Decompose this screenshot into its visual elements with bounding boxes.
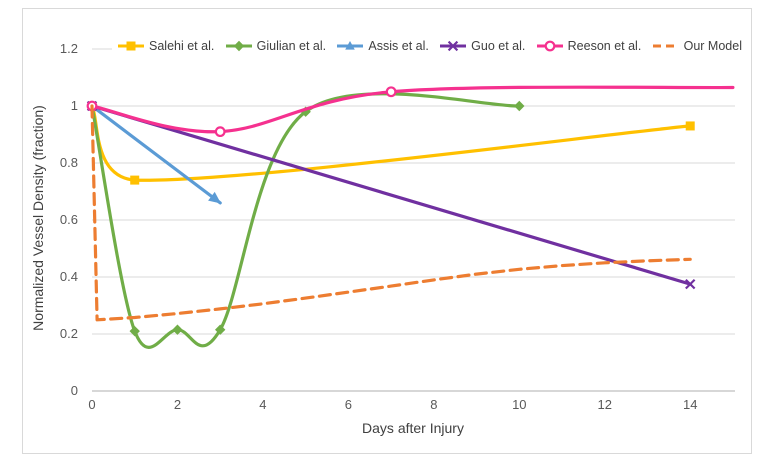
y-tick-label: 0.2 xyxy=(59,326,78,341)
legend-label: Assis et al. xyxy=(368,39,429,53)
legend-x-swatch xyxy=(440,40,467,52)
triangle-marker xyxy=(345,41,356,50)
x-tick-label: 0 xyxy=(88,397,96,412)
arrowhead-marker xyxy=(208,191,221,204)
y-tick-label: 0.4 xyxy=(59,269,78,284)
legend-label: Reeson et al. xyxy=(567,39,642,53)
x-tick-label: 12 xyxy=(597,397,612,412)
legend-item-salehi-et-al: Salehi et al. xyxy=(118,39,214,53)
legend-circle-open-swatch xyxy=(536,40,563,52)
legend-item-reeson-et-al: Reeson et al. xyxy=(536,39,642,53)
series-line-giulian-et-al xyxy=(90,92,521,349)
x-axis-title: Days after Injury xyxy=(362,420,464,436)
x-tick-label: 10 xyxy=(512,397,527,412)
legend-label: Guo et al. xyxy=(471,39,526,53)
y-tick-label: 0.6 xyxy=(59,212,78,227)
y-tick-label: 0.8 xyxy=(59,155,78,170)
diamond-marker xyxy=(214,324,226,335)
series-line-reeson-et-al xyxy=(90,85,735,134)
legend-diamond-swatch xyxy=(225,40,252,52)
chart-frame xyxy=(22,8,752,454)
open-circle-marker xyxy=(214,126,226,138)
diamond-marker xyxy=(514,100,525,112)
square-marker xyxy=(685,121,695,131)
x-tick-label: 8 xyxy=(430,397,438,412)
x-marker xyxy=(685,278,696,290)
diamond-marker xyxy=(233,40,244,52)
x-tick-label: 2 xyxy=(173,397,182,412)
open-circle-marker xyxy=(385,86,397,98)
legend: Salehi et al. Giulian et al. Assis et al. G… xyxy=(112,36,748,56)
legend-dashed-line-swatch xyxy=(652,44,679,48)
diamond-marker xyxy=(129,325,140,337)
legend-item-guo-et-al: Guo et al. xyxy=(440,39,525,53)
square-marker xyxy=(126,41,136,51)
legend-label: Our Model xyxy=(683,39,742,53)
x-tick-label: 14 xyxy=(682,397,698,412)
y-axis-title: Normalized Vessel Density (fraction) xyxy=(30,105,46,331)
legend-label: Giulian et al. xyxy=(256,39,327,53)
legend-item-assis-et-al: Assis et al. xyxy=(337,39,429,53)
y-tick-label: 1 xyxy=(70,98,78,113)
y-tick-label: 1.2 xyxy=(59,41,78,56)
series-line-salehi-et-al xyxy=(90,104,692,182)
series-line-our-model xyxy=(90,104,692,322)
open-circle-marker xyxy=(544,40,556,52)
y-tick-label: 0 xyxy=(70,383,78,398)
legend-item-our-model: Our Model xyxy=(652,39,742,53)
square-marker xyxy=(130,175,140,185)
legend-label: Salehi et al. xyxy=(149,39,215,53)
legend-square-swatch xyxy=(118,41,144,51)
series-line-assis-et-al xyxy=(90,104,222,205)
diamond-marker xyxy=(172,324,183,335)
series-line-guo-et-al xyxy=(90,104,692,286)
legend-item-giulian-et-al: Giulian et al. xyxy=(225,39,327,53)
x-tick-label: 6 xyxy=(344,397,352,412)
x-marker xyxy=(447,40,459,52)
legend-triangle-swatch xyxy=(337,41,364,50)
x-tick-label: 4 xyxy=(259,397,267,412)
